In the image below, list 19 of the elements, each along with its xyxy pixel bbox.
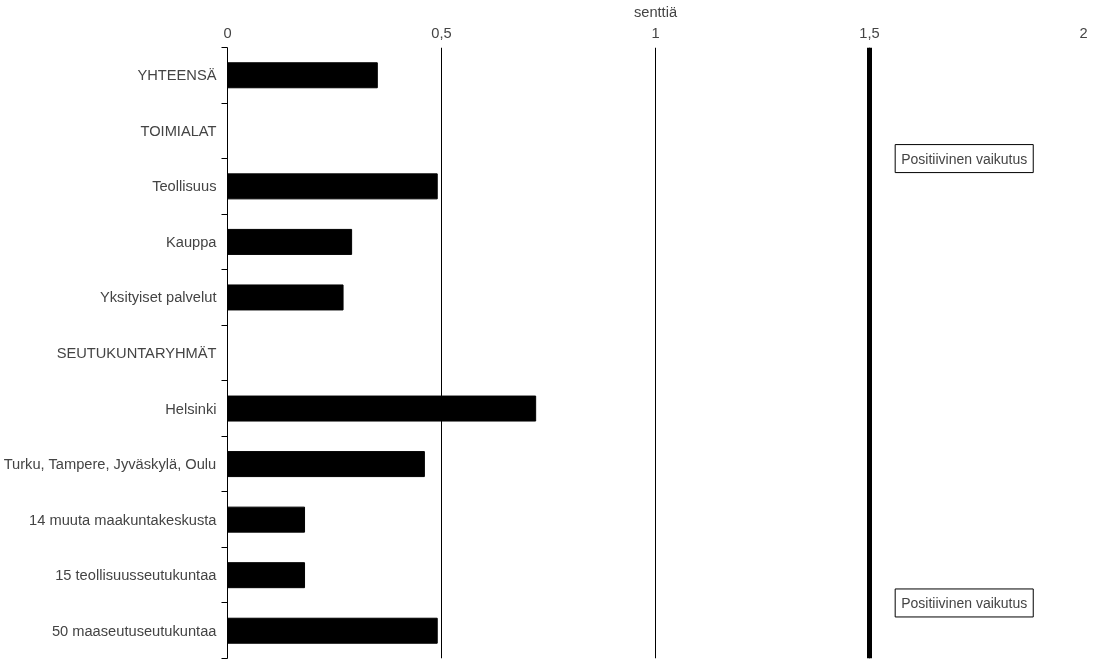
y-tick-label: 15 teollisuusseutukuntaa <box>55 567 218 584</box>
y-tick-label: Helsinki <box>165 400 217 417</box>
y-tick-label: YHTEENSÄ <box>137 67 217 84</box>
y-tick-label: TOIMIALAT <box>140 122 217 139</box>
x-tick-label: 0,5 <box>431 24 452 41</box>
y-tick-label: Teollisuus <box>152 178 217 195</box>
y-tick-label: Turku, Tampere, Jyväskylä, Oulu <box>3 456 217 473</box>
x-tick-label: 2 <box>1079 24 1088 41</box>
y-tick-label: 50 maaseutuseutukuntaa <box>51 622 218 639</box>
y-tick-label: Yksityiset palvelut <box>100 289 217 306</box>
x-axis-title: senttiä <box>633 3 678 20</box>
x-tick-label: 1 <box>651 24 660 41</box>
annotation: Positiivinen vaikutus <box>901 594 1028 611</box>
x-tick-label: 0 <box>223 24 232 41</box>
x-tick-label: 1,5 <box>859 24 880 41</box>
y-tick-label: Kauppa <box>165 233 218 250</box>
annotation: Positiivinen vaikutus <box>901 150 1028 167</box>
y-tick-label: 14 muuta maakuntakeskusta <box>29 511 218 528</box>
y-tick-label: SEUTUKUNTARYHMÄT <box>56 345 217 361</box>
